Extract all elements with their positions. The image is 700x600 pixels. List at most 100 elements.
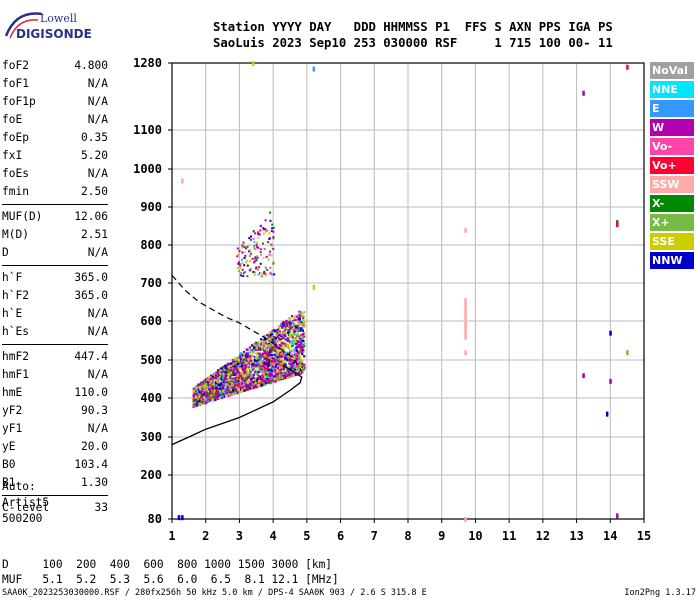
echo-point <box>208 399 211 402</box>
echo-point <box>286 339 289 343</box>
second-hop-echo <box>238 262 241 265</box>
echo-point <box>290 321 293 324</box>
echo-point <box>235 363 238 366</box>
echo-point <box>253 355 256 358</box>
echo-point <box>282 367 285 370</box>
second-hop-echo <box>259 229 262 232</box>
echo-point <box>240 355 243 358</box>
second-hop-echo <box>239 264 242 267</box>
second-hop-echo <box>265 255 268 258</box>
echo-point <box>277 355 280 358</box>
echo-point <box>303 311 306 314</box>
echo-point <box>268 372 271 375</box>
echo-point <box>206 392 209 395</box>
echo-point <box>285 353 288 356</box>
echo-point <box>301 335 304 338</box>
echo-point <box>294 341 297 344</box>
echo-point <box>205 397 208 400</box>
echo-point <box>301 365 304 369</box>
echo-point <box>295 359 298 362</box>
echo-point <box>237 389 240 392</box>
echo-point <box>297 318 300 321</box>
param-row-mufd: MUF(D) 12.06 <box>2 208 108 226</box>
second-hop-echo <box>239 267 242 270</box>
echo-point <box>273 338 276 341</box>
echo-point <box>256 378 259 382</box>
echo-point <box>222 382 225 386</box>
echo-point <box>274 360 277 363</box>
echo-point <box>285 321 288 324</box>
isolated-echo <box>251 61 255 66</box>
logo-lowell-text: Lowell <box>40 12 77 25</box>
echo-point <box>203 396 206 399</box>
echo-point <box>214 398 217 401</box>
echo-point <box>208 388 211 391</box>
echo-point <box>257 375 260 378</box>
echo-point <box>288 318 291 321</box>
echo-point <box>260 353 263 356</box>
echo-point <box>271 365 275 368</box>
echo-point <box>294 338 297 341</box>
echo-point <box>252 382 255 385</box>
echo-point <box>284 371 288 374</box>
second-hop-echo <box>250 252 252 255</box>
echo-point <box>253 360 256 363</box>
second-hop-echo <box>264 266 267 269</box>
param-row-hf2: h`F2 365.0 <box>2 287 108 305</box>
legend-item-w: W <box>650 119 694 136</box>
param-row-yf2: yF2 90.3 <box>2 402 108 420</box>
second-hop-echo <box>239 272 242 274</box>
echo-point <box>257 370 260 373</box>
echo-point <box>210 385 214 388</box>
x-tick-label: 11 <box>502 529 516 543</box>
echo-point <box>259 362 262 365</box>
echo-point <box>247 388 250 391</box>
echo-point <box>210 376 213 379</box>
echo-point <box>258 369 261 372</box>
echo-point <box>228 386 231 389</box>
echo-point <box>293 326 296 330</box>
echo-point <box>221 373 224 377</box>
echo-point <box>229 372 233 375</box>
echo-point <box>262 363 266 367</box>
echo-point <box>198 386 201 389</box>
echo-point <box>269 342 272 345</box>
echo-point <box>293 366 296 369</box>
echo-point <box>279 366 282 369</box>
echo-point <box>290 343 293 346</box>
echo-point <box>196 390 199 393</box>
echo-point <box>245 359 248 362</box>
echo-point <box>209 378 212 381</box>
echo-point <box>215 384 218 387</box>
echo-point <box>263 374 266 377</box>
param-label: foF1 <box>2 77 29 90</box>
echo-point <box>239 357 242 360</box>
echo-point <box>255 343 258 347</box>
echo-point <box>245 370 248 373</box>
echo-point <box>277 325 280 328</box>
echo-point <box>298 314 301 317</box>
echo-point <box>258 341 261 344</box>
echo-point <box>259 365 262 368</box>
echo-point <box>267 347 270 350</box>
echo-point <box>240 371 243 374</box>
param-separator <box>2 204 108 205</box>
echo-point <box>301 370 304 373</box>
echo-point <box>201 397 204 400</box>
echo-point <box>205 382 208 385</box>
echo-point <box>290 359 293 362</box>
echo-point <box>267 371 270 374</box>
echo-point <box>253 358 256 361</box>
echo-point <box>221 395 224 398</box>
lowell-digisonde-logo: Lowell DIGISONDE <box>2 6 112 46</box>
param-value: 33 <box>94 501 108 514</box>
echo-point <box>202 385 205 388</box>
y-tick-label: 900 <box>140 200 162 214</box>
echo-point <box>289 336 292 339</box>
echo-point <box>253 351 256 354</box>
echo-point <box>289 331 292 334</box>
echo-point <box>277 375 280 379</box>
x-tick-label: 1 <box>168 529 175 543</box>
echo-point <box>270 373 273 376</box>
echo-point <box>233 365 236 368</box>
